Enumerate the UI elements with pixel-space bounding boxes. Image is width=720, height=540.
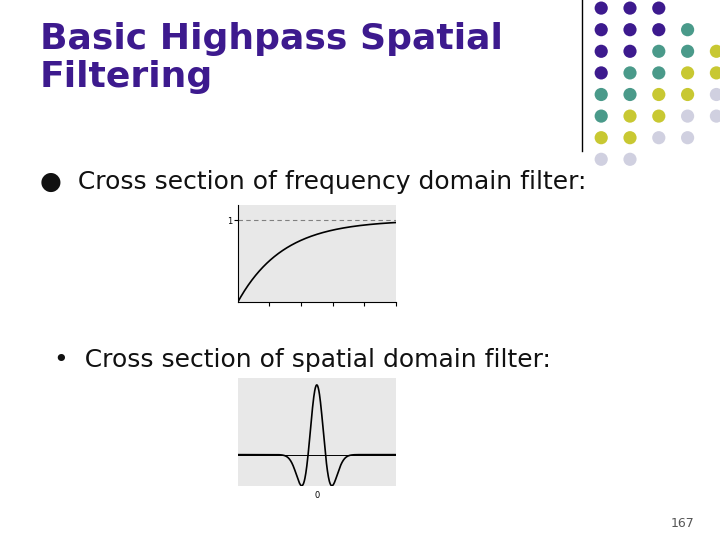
Point	[595, 112, 607, 120]
Point	[624, 112, 636, 120]
Point	[711, 112, 720, 120]
Point	[624, 69, 636, 77]
Point	[653, 47, 665, 56]
Point	[624, 155, 636, 164]
Point	[595, 25, 607, 34]
Point	[595, 90, 607, 99]
Point	[711, 90, 720, 99]
Point	[653, 90, 665, 99]
Point	[595, 133, 607, 142]
Point	[653, 112, 665, 120]
Point	[682, 112, 693, 120]
Point	[624, 90, 636, 99]
Point	[653, 4, 665, 12]
Text: ●  Cross section of frequency domain filter:: ● Cross section of frequency domain filt…	[40, 170, 586, 194]
Text: Basic Highpass Spatial
Filtering: Basic Highpass Spatial Filtering	[40, 22, 503, 93]
Point	[682, 133, 693, 142]
Point	[595, 69, 607, 77]
Point	[711, 69, 720, 77]
Point	[682, 25, 693, 34]
Point	[595, 47, 607, 56]
Point	[624, 133, 636, 142]
Point	[653, 69, 665, 77]
Point	[682, 90, 693, 99]
Text: 167: 167	[671, 517, 695, 530]
Point	[595, 4, 607, 12]
Point	[682, 69, 693, 77]
Point	[624, 4, 636, 12]
Point	[595, 155, 607, 164]
Point	[711, 47, 720, 56]
Text: •  Cross section of spatial domain filter:: • Cross section of spatial domain filter…	[54, 348, 551, 372]
Point	[624, 47, 636, 56]
Point	[653, 25, 665, 34]
Point	[624, 25, 636, 34]
Point	[682, 47, 693, 56]
Point	[653, 133, 665, 142]
